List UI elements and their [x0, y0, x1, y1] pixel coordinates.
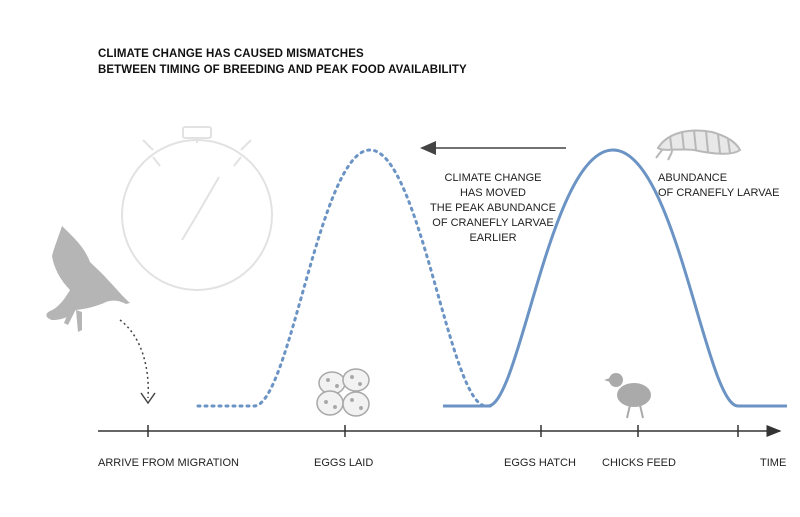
shift-annotation-line: HAS MOVED — [459, 187, 526, 199]
earlier-peak-curve — [196, 148, 494, 408]
shift-annotation-line: EARLIER — [469, 232, 517, 244]
eggs-icon — [316, 368, 370, 417]
abundance-annotation: ABUNDANCE OF CRANEFLY LARVAE — [658, 171, 798, 201]
shift-annotation: CLIMATE CHANGE HAS MOVED THE PEAK ABUNDA… — [418, 171, 568, 246]
label-arrive-from-migration: ARRIVE FROM MIGRATION — [98, 457, 239, 469]
abundance-annotation-line: ABUNDANCE — [658, 172, 728, 184]
label-chicks-feed: CHICKS FEED — [602, 457, 676, 469]
stopwatch-icon — [121, 126, 273, 291]
label-eggs-laid: EGGS LAID — [314, 457, 374, 469]
title-line-2: BETWEEN TIMING OF BREEDING AND PEAK FOOD… — [98, 64, 467, 76]
label-eggs-hatch: EGGS HATCH — [504, 457, 576, 469]
chick-icon — [604, 373, 651, 419]
title-line-1: CLIMATE CHANGE HAS CAUSED MISMATCHES — [98, 48, 364, 60]
migration-arrow — [119, 319, 156, 405]
shift-arrow — [420, 141, 566, 155]
label-time: TIME — [760, 457, 787, 469]
abundance-annotation-line: OF CRANEFLY LARVAE — [658, 187, 780, 199]
axis-ticks — [147, 425, 739, 437]
shift-annotation-line: OF CRANEFLY LARVAE — [432, 217, 554, 229]
shift-annotation-line: CLIMATE CHANGE — [444, 172, 542, 184]
original-peak-curve — [443, 148, 787, 408]
larva-icon — [655, 129, 742, 161]
shift-annotation-line: THE PEAK ABUNDANCE — [430, 202, 556, 214]
bird-flying-icon — [46, 226, 130, 332]
